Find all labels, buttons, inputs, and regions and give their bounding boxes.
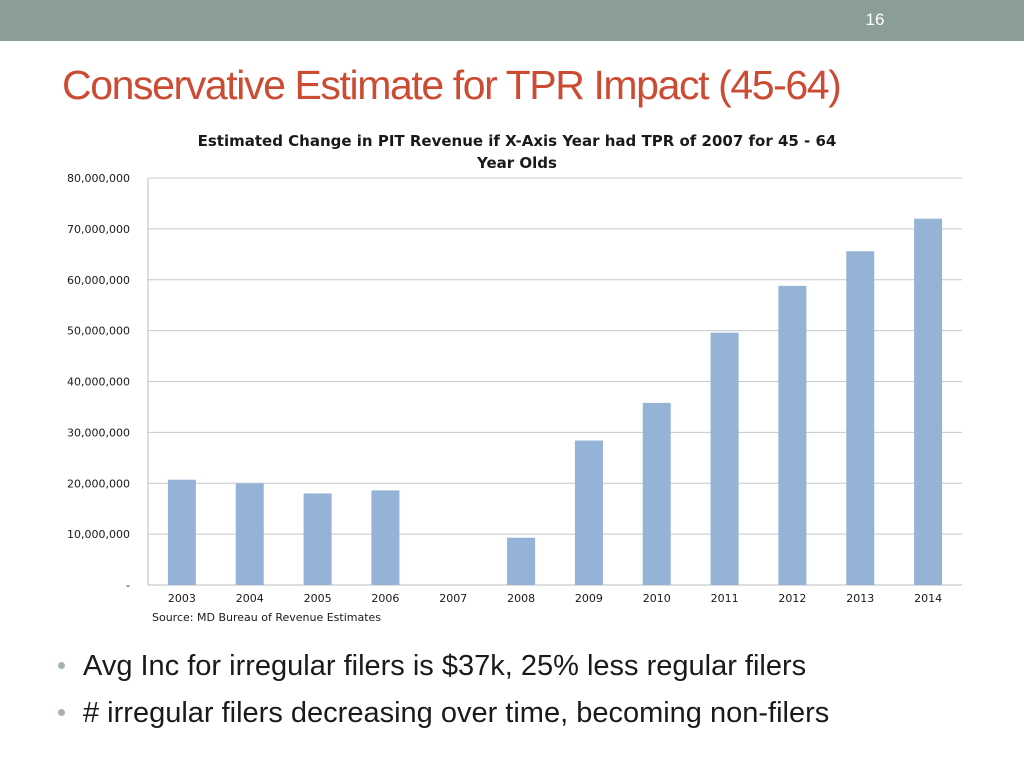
- chart-title-line-1: Estimated Change in PIT Revenue if X-Axi…: [198, 132, 837, 150]
- y-tick-label: 80,000,000: [67, 172, 130, 185]
- x-tick-label: 2004: [236, 592, 264, 605]
- x-tick-label: 2013: [846, 592, 874, 605]
- x-axis-ticks: 2003 2004 2005 2006 2007 2008 2009 2010 2011 2012…: [168, 592, 942, 605]
- y-tick-label: 60,000,000: [67, 274, 130, 287]
- x-tick-label: 2007: [439, 592, 467, 605]
- bullet-text-2: # irregular filers decreasing over time,…: [83, 697, 830, 729]
- x-tick-label: 2008: [507, 592, 535, 605]
- y-tick-label: 10,000,000: [67, 528, 130, 541]
- bullet-list: Avg Inc for irregular filers is $37k, 25…: [58, 650, 829, 744]
- bar-2012: [778, 285, 807, 585]
- top-bar: 16: [0, 0, 1024, 41]
- x-tick-label: 2014: [914, 592, 942, 605]
- x-tick-label: 2010: [643, 592, 671, 605]
- x-tick-label: 2009: [575, 592, 603, 605]
- gridlines: [147, 177, 962, 586]
- bar-2009: [574, 440, 603, 585]
- y-tick-label: 50,000,000: [67, 325, 130, 338]
- x-tick-label: 2003: [168, 592, 196, 605]
- bar-2003: [167, 479, 196, 585]
- chart-title-line-2: Year Olds: [476, 154, 557, 172]
- bar-2006: [371, 490, 400, 585]
- bullet-text-1: Avg Inc for irregular filers is $37k, 25…: [83, 650, 807, 682]
- chart-source: Source: MD Bureau of Revenue Estimates: [152, 611, 381, 624]
- bar-2013: [846, 251, 875, 585]
- x-tick-label: 2012: [778, 592, 806, 605]
- y-tick-label: 20,000,000: [67, 477, 130, 490]
- y-axis-ticks: - 10,000,000 20,000,000 30,000,000 40,000,00…: [67, 172, 130, 592]
- bars: [167, 218, 943, 585]
- bar-2005: [303, 493, 332, 585]
- x-tick-label: 2011: [711, 592, 739, 605]
- bar-2010: [642, 402, 671, 585]
- bar-2011: [710, 332, 739, 585]
- slide-title: Conservative Estimate for TPR Impact (45…: [62, 62, 842, 108]
- bullet-item-1: Avg Inc for irregular filers is $37k, 25…: [58, 650, 829, 697]
- bullet-dot-icon: [58, 662, 65, 669]
- x-tick-label: 2005: [304, 592, 332, 605]
- bullet-item-2: # irregular filers decreasing over time,…: [58, 697, 829, 744]
- x-tick-label: 2006: [371, 592, 399, 605]
- bullet-dot-icon: [58, 709, 65, 716]
- y-tick-label: 40,000,000: [67, 376, 130, 389]
- bar-chart: Estimated Change in PIT Revenue if X-Axi…: [67, 132, 962, 624]
- y-tick-label: 30,000,000: [67, 426, 130, 439]
- slide-number: 16: [865, 10, 885, 29]
- y-tick-label: 70,000,000: [67, 223, 130, 236]
- y-tick-label: -: [126, 579, 130, 592]
- bar-2008: [507, 537, 536, 585]
- bar-2014: [914, 218, 943, 585]
- bar-2004: [235, 483, 264, 585]
